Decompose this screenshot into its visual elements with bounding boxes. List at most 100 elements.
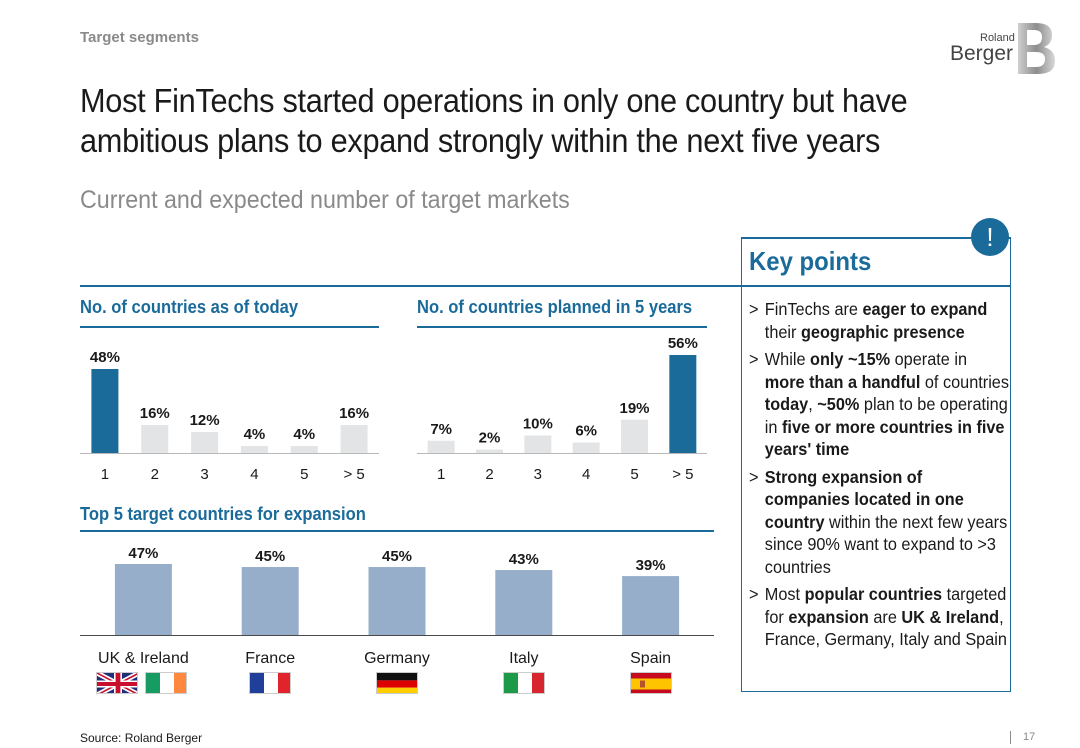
- page-title: Most FinTechs started operations in only…: [80, 81, 917, 161]
- key-point-text: ,: [808, 394, 818, 414]
- key-point-text: of countries: [920, 371, 1009, 392]
- tick-label: 2: [485, 466, 493, 483]
- key-point-item: > Strong expansion of companies located i…: [749, 466, 1009, 579]
- data-label: 4%: [244, 426, 266, 443]
- key-point-item: > FinTechs are eager to expand their geog…: [749, 298, 1009, 343]
- chart-today: 48% 1 16% 2 12% 3 4% 4 4% 5 16% > 5: [80, 349, 379, 483]
- bar: [524, 435, 552, 453]
- key-point-item: > While only ~15% operate in more than a …: [749, 348, 1009, 461]
- data-label: 45%: [382, 548, 412, 565]
- logo-text-small: Roland: [980, 32, 1015, 44]
- key-point-text: While: [764, 349, 811, 369]
- key-point-text: their: [764, 321, 801, 342]
- key-points-box-top: [741, 237, 976, 239]
- bullet-marker: >: [749, 584, 759, 604]
- chart-title-today: No. of countries as of today: [80, 297, 299, 317]
- key-point-text: plan to be operating in: [764, 394, 1008, 437]
- tick-label: 3: [534, 466, 542, 483]
- key-point-text: targeted for: [764, 584, 1007, 627]
- data-label: 19%: [619, 400, 649, 417]
- italy-flag-icon: [503, 672, 545, 694]
- key-point-emphasis: expansion: [788, 606, 869, 627]
- tick-label: Germany: [364, 650, 430, 667]
- bar: [240, 446, 268, 453]
- data-label: 48%: [90, 349, 120, 366]
- tick-label: 1: [437, 466, 445, 483]
- bar: [141, 425, 169, 453]
- tick-label: 5: [630, 466, 638, 483]
- source-note: Source: Roland Berger: [80, 731, 203, 745]
- bar: [427, 440, 455, 453]
- bar: [340, 425, 368, 453]
- key-point-emphasis: popular countries: [804, 584, 943, 604]
- tick-label: UK & Ireland: [98, 650, 189, 667]
- data-label: 16%: [339, 405, 369, 422]
- key-point-text: FinTechs are: [764, 299, 863, 319]
- chart-title-planned: No. of countries planned in 5 years: [417, 297, 693, 317]
- tick-label: Spain: [630, 650, 671, 667]
- tick-label: France: [245, 650, 295, 667]
- key-point-emphasis: only ~15%: [810, 349, 891, 369]
- data-label: 6%: [575, 423, 597, 440]
- key-point-emphasis: UK & Ireland: [901, 606, 1000, 627]
- page-subtitle: Current and expected number of target ma…: [80, 186, 570, 214]
- chart-rule-countries: [80, 530, 714, 532]
- bullet-marker: >: [749, 349, 759, 369]
- key-point-text: within the next few years since 90% want…: [764, 511, 1008, 577]
- key-point-emphasis: eager to expand: [862, 299, 988, 319]
- title-line-2: ambitious plans to expand strongly withi…: [80, 122, 881, 159]
- data-label: 43%: [509, 551, 539, 568]
- data-label: 47%: [128, 545, 158, 562]
- chart-countries: 47% UK & Ireland 45% France 45% Germany 43% Ita…: [80, 545, 714, 667]
- key-point-emphasis: more than a handful: [764, 371, 921, 392]
- key-point-emphasis: Strong expansion of companies located in…: [764, 466, 964, 532]
- title-line-1: Most FinTechs started operations in only…: [80, 82, 908, 119]
- tick-label: 4: [582, 466, 590, 483]
- chart-rule-planned: [417, 326, 707, 328]
- data-label: 56%: [668, 335, 698, 352]
- bar: [241, 567, 299, 635]
- key-point-text: are: [868, 606, 902, 627]
- germany-flag-icon: [376, 672, 418, 694]
- key-point-emphasis: geographic presence: [800, 321, 965, 342]
- bar: [621, 419, 648, 453]
- bullet-marker: >: [749, 299, 759, 319]
- data-label: 12%: [190, 412, 220, 429]
- logo-b-icon: [1018, 23, 1055, 74]
- ireland-flag-icon: [145, 672, 187, 694]
- uk-flag-icon: [96, 672, 138, 694]
- key-point-item: > Most popular countries targeted for exp…: [749, 583, 1009, 651]
- key-point-text: operate in: [890, 349, 968, 369]
- logo-text-big: Berger: [950, 42, 1014, 65]
- key-points-box: [741, 237, 1011, 692]
- exclamation-icon: !: [971, 218, 1009, 256]
- section-label: Target segments: [80, 29, 199, 46]
- key-point-emphasis: ~50%: [817, 394, 860, 414]
- bar: [290, 446, 318, 453]
- tick-label: 2: [151, 466, 159, 483]
- data-label: 4%: [293, 426, 315, 443]
- tick-label: > 5: [672, 466, 693, 483]
- france-flag-icon: [249, 672, 291, 694]
- tick-label: > 5: [343, 466, 364, 483]
- data-label: 10%: [523, 416, 553, 433]
- data-label: 39%: [636, 557, 666, 574]
- tick-label: 3: [200, 466, 208, 483]
- bar: [91, 369, 119, 453]
- chart-planned: 7% 1 2% 2 10% 3 6% 4 19% 5 56% > 5: [417, 335, 707, 483]
- data-label: 16%: [140, 405, 170, 422]
- tick-label: Italy: [509, 650, 538, 667]
- key-points-title: Key points: [749, 246, 872, 276]
- chart-title-countries: Top 5 target countries for expansion: [80, 504, 366, 524]
- key-point-text: Most: [764, 584, 805, 604]
- spain-flag-icon: [630, 672, 672, 694]
- bullet-marker: >: [749, 466, 759, 487]
- bar: [622, 576, 680, 635]
- page-separator: [1010, 731, 1011, 744]
- tick-label: 5: [300, 466, 308, 483]
- bar: [572, 442, 600, 453]
- chart-rule-today: [80, 326, 379, 328]
- divider-rule: [80, 285, 1010, 287]
- tick-label: 1: [101, 466, 109, 483]
- page-number: 17: [1023, 731, 1036, 743]
